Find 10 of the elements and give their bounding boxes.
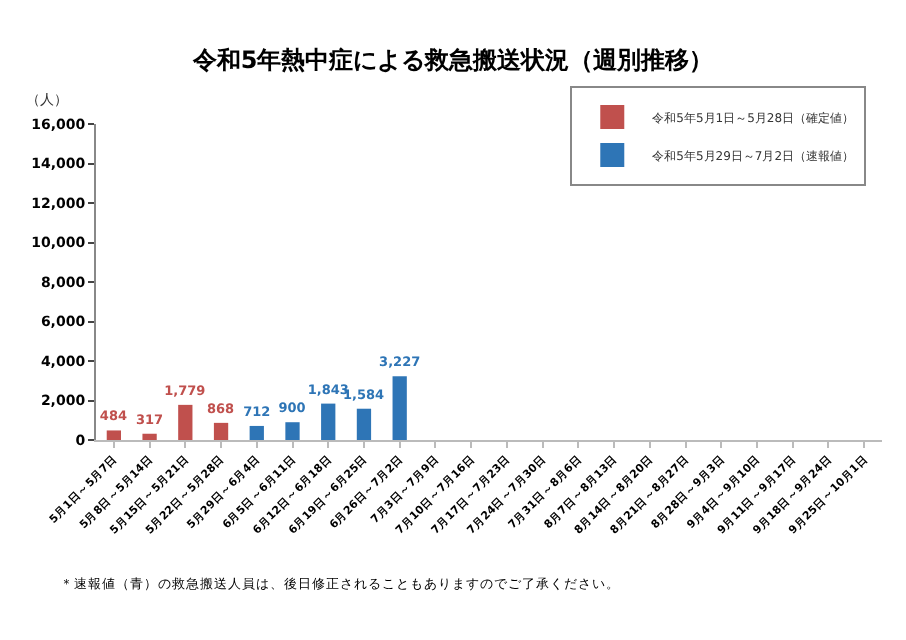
bar <box>178 404 193 440</box>
bar <box>213 422 229 440</box>
bar <box>392 376 407 440</box>
bar <box>356 408 372 440</box>
bar <box>142 433 157 440</box>
bar <box>321 403 336 440</box>
bar <box>285 422 300 440</box>
bar <box>106 430 121 440</box>
chart-title: 令和5年熱中症による救急搬送状況（週別推移） <box>190 46 714 74</box>
bar <box>249 425 264 440</box>
